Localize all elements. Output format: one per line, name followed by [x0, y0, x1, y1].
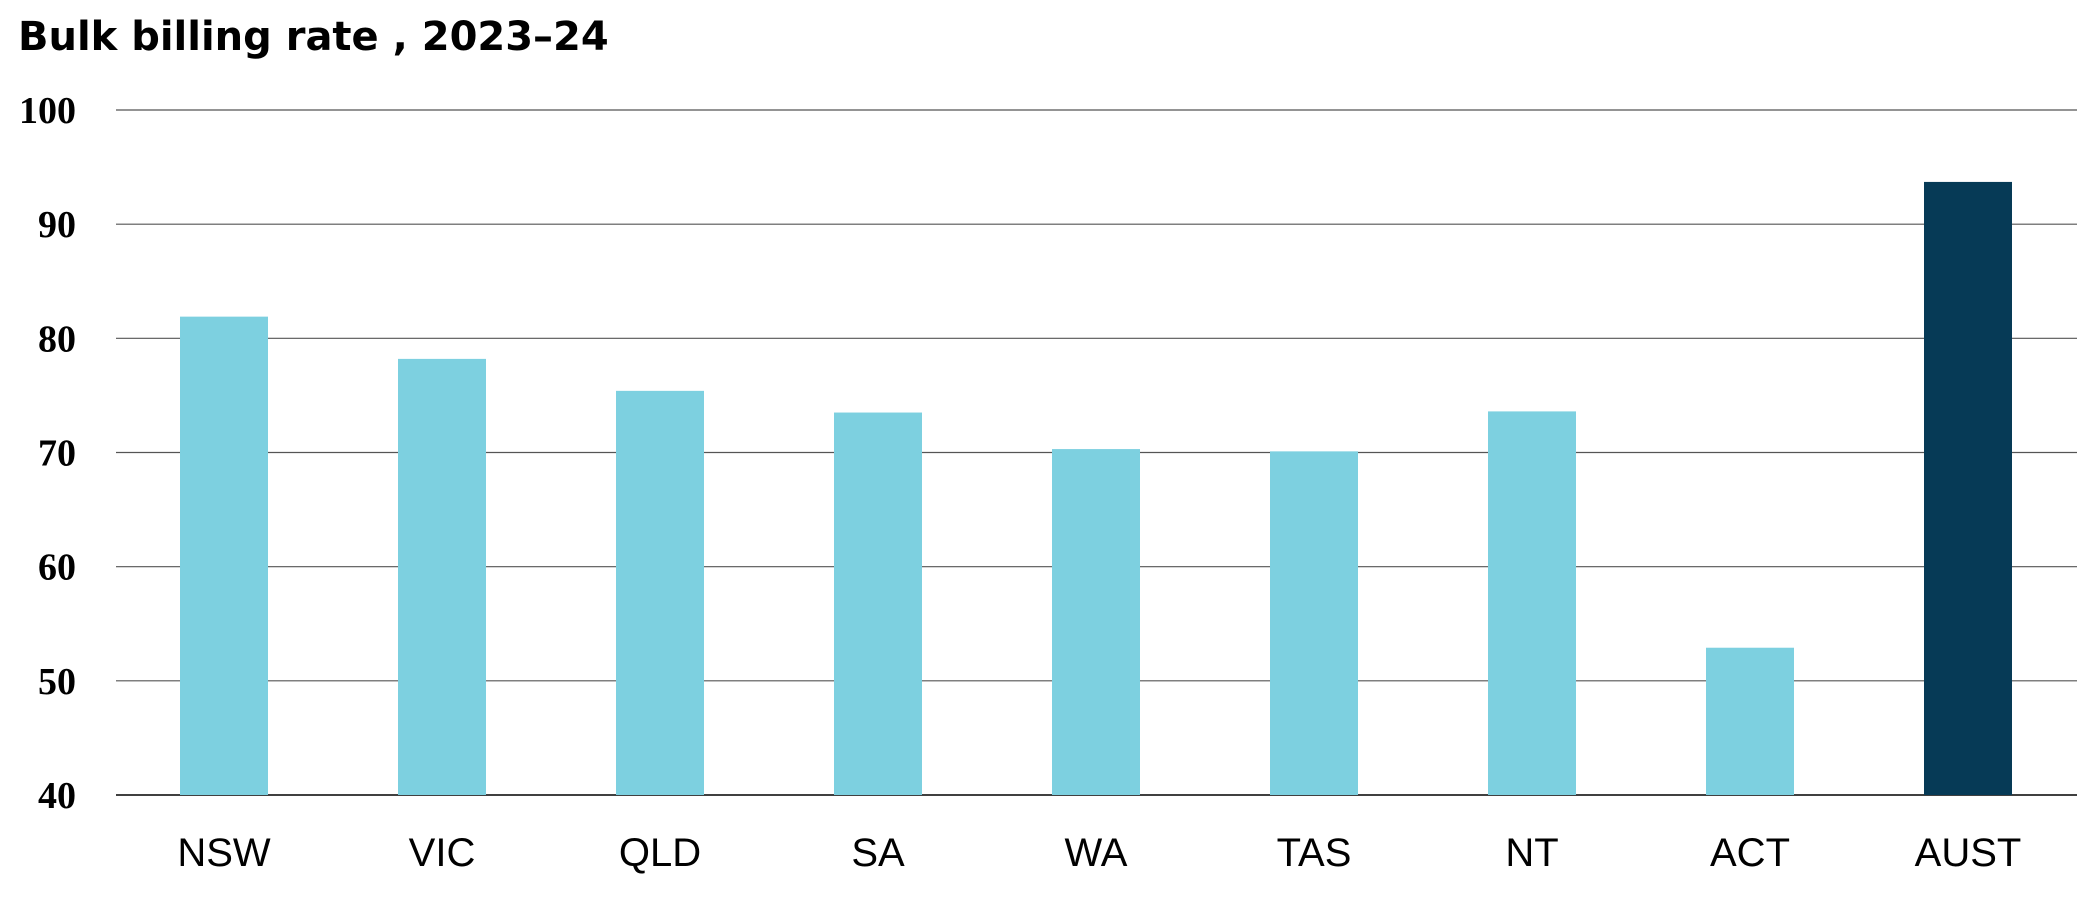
x-tick-label: AUST — [1915, 831, 2022, 875]
y-tick-label: 70 — [38, 433, 76, 475]
y-tick-label: 100 — [19, 90, 76, 132]
y-tick-label: 60 — [38, 547, 76, 589]
bar-vic — [398, 358, 486, 795]
bar-qld — [616, 390, 704, 795]
bar-act — [1706, 647, 1794, 795]
y-tick-label: 80 — [38, 318, 76, 360]
x-tick-label: ACT — [1710, 831, 1790, 875]
bar-sa — [834, 412, 922, 795]
bar-nsw — [180, 316, 268, 795]
x-tick-label: VIC — [409, 831, 476, 875]
y-tick-label: 90 — [38, 204, 76, 246]
y-tick-label: 50 — [38, 661, 76, 703]
x-tick-label: SA — [851, 831, 905, 875]
bar-nt — [1488, 411, 1576, 795]
chart-title: Bulk billing rate , 2023–24 — [18, 14, 609, 60]
bar-wa — [1052, 449, 1140, 795]
x-tick-label: QLD — [619, 831, 701, 875]
x-tick-label: NSW — [177, 831, 271, 875]
x-tick-label: NT — [1505, 831, 1558, 875]
x-tick-label: WA — [1065, 831, 1128, 875]
bar-aust — [1924, 181, 2012, 796]
x-tick-label: TAS — [1277, 831, 1352, 875]
y-tick-label: 40 — [38, 775, 76, 817]
bar-tas — [1270, 451, 1358, 795]
